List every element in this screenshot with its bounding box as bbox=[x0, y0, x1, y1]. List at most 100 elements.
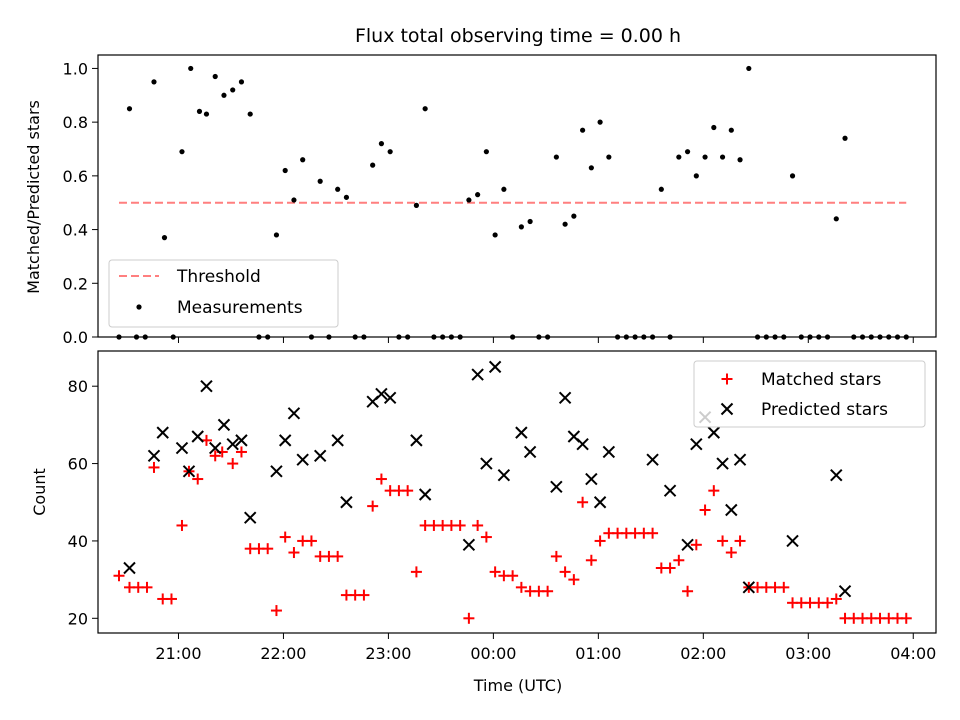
predicted-star-point-b bbox=[593, 496, 607, 509]
chart-title: Flux total observing time = 0.00 h bbox=[355, 25, 681, 47]
measurement-point bbox=[571, 213, 577, 219]
matched-star-point bbox=[778, 581, 790, 593]
top-y-tick-label: 0.4 bbox=[63, 221, 88, 240]
legend-measurements-swatch bbox=[136, 304, 142, 310]
predicted-star-point-b bbox=[175, 441, 189, 455]
top-y-axis-label: Matched/Predicted stars bbox=[24, 100, 43, 294]
predicted-star-point-b bbox=[462, 538, 476, 552]
predicted-star-point-b bbox=[558, 391, 572, 405]
measurement-point bbox=[300, 157, 306, 163]
measurement-point bbox=[161, 235, 168, 241]
predicted-star-point-b bbox=[410, 434, 423, 447]
measurement-point bbox=[597, 119, 603, 125]
top-y-tick-label: 0.6 bbox=[63, 167, 88, 186]
measurement-point bbox=[238, 79, 245, 85]
predicted-star-point bbox=[733, 453, 747, 466]
matched-star-point bbox=[830, 593, 842, 605]
predicted-star-point-b bbox=[681, 538, 694, 552]
matched-star-point bbox=[367, 500, 379, 512]
predicted-star-point-b bbox=[576, 438, 589, 451]
bottom-y-tick-label: 20 bbox=[68, 609, 88, 628]
matched-star-point bbox=[141, 581, 153, 593]
predicted-star-point bbox=[471, 368, 484, 381]
predicted-star-point-b bbox=[550, 480, 563, 493]
measurement-point bbox=[789, 173, 796, 179]
predicted-stars-points bbox=[123, 360, 852, 598]
predicted-star-point-b bbox=[663, 484, 677, 497]
predicted-star-point-b bbox=[707, 426, 721, 439]
predicted-star-point bbox=[663, 484, 677, 497]
predicted-star-point-b bbox=[123, 561, 136, 575]
matched-star-point bbox=[515, 581, 527, 593]
measurement-point bbox=[719, 154, 726, 160]
predicted-star-point bbox=[243, 511, 257, 524]
matched-star-point bbox=[690, 539, 702, 551]
legend-predicted-marker bbox=[720, 402, 734, 416]
predicted-star-point-b bbox=[191, 430, 204, 443]
predicted-star-point bbox=[418, 488, 432, 501]
matched-star-point bbox=[559, 566, 571, 578]
predicted-star-point bbox=[497, 468, 511, 482]
predicted-star-point bbox=[690, 438, 703, 451]
matched-star-point bbox=[358, 589, 370, 601]
predicted-star-point-b bbox=[523, 445, 537, 459]
matched-star-point bbox=[542, 585, 554, 597]
predicted-star-point bbox=[270, 465, 283, 478]
top-y-tick-label: 0.2 bbox=[63, 274, 88, 293]
predicted-star-point bbox=[830, 468, 843, 482]
predicted-star-point bbox=[313, 449, 327, 463]
matched-star-point bbox=[402, 485, 414, 497]
bottom-legend: Matched stars Predicted stars bbox=[693, 360, 926, 428]
predicted-star-point bbox=[602, 445, 616, 459]
predicted-star-point bbox=[235, 434, 248, 447]
matched-star-point bbox=[227, 458, 239, 470]
bottom-x-ticks: 21:00 22:00 23:00 00:00 01:00 02:00 03:00 04:00 bbox=[155, 633, 936, 663]
predicted-star-point bbox=[340, 496, 353, 509]
matched-star-point bbox=[699, 504, 711, 516]
predicted-star-point bbox=[383, 391, 397, 405]
matched-star-point bbox=[209, 450, 221, 462]
predicted-star-point bbox=[209, 441, 222, 455]
matched-star-point bbox=[279, 531, 291, 543]
predicted-star-point bbox=[175, 441, 189, 455]
bottom-x-tick-label: 02:00 bbox=[680, 644, 726, 663]
bottom-legend-box bbox=[693, 360, 926, 428]
predicted-star-point-b bbox=[217, 418, 231, 432]
predicted-star-point bbox=[375, 387, 388, 401]
measurement-point bbox=[553, 154, 559, 160]
measurement-point bbox=[658, 186, 664, 192]
predicted-star-point-b bbox=[287, 407, 301, 420]
predicted-star-point bbox=[156, 426, 169, 439]
predicted-star-point bbox=[742, 581, 756, 594]
bottom-y-axis-label: Count bbox=[30, 468, 49, 516]
matched-star-point bbox=[585, 554, 597, 566]
predicted-star-point-b bbox=[375, 387, 388, 401]
legend-threshold-label: Threshold bbox=[176, 267, 261, 287]
matched-star-point bbox=[489, 566, 501, 578]
bottom-y-tick-label: 80 bbox=[68, 377, 88, 396]
predicted-star-point bbox=[480, 457, 493, 470]
predicted-star-point bbox=[707, 426, 721, 439]
matched-star-point bbox=[410, 566, 422, 578]
top-axes-frame bbox=[97, 54, 937, 338]
top-y-tick-label: 0.8 bbox=[63, 113, 88, 132]
predicted-star-point-b bbox=[838, 585, 852, 598]
matched-star-point bbox=[594, 535, 606, 547]
predicted-star-point-b bbox=[209, 441, 222, 455]
measurement-point bbox=[693, 173, 699, 179]
predicted-star-point bbox=[593, 496, 607, 509]
measurement-point bbox=[466, 197, 472, 203]
predicted-star-point bbox=[191, 430, 204, 443]
measurement-point bbox=[370, 162, 376, 168]
matched-star-point bbox=[262, 543, 274, 555]
predicted-star-point bbox=[488, 360, 502, 374]
predicted-star-point bbox=[725, 503, 738, 517]
matched-star-point bbox=[507, 570, 519, 582]
predicted-star-point-b bbox=[690, 438, 703, 451]
bottom-x-tick-label: 01:00 bbox=[575, 644, 621, 663]
bottom-x-tick-label: 04:00 bbox=[890, 644, 936, 663]
measurement-point bbox=[483, 149, 489, 155]
predicted-star-point-b bbox=[497, 468, 511, 482]
measurement-point bbox=[203, 111, 210, 117]
